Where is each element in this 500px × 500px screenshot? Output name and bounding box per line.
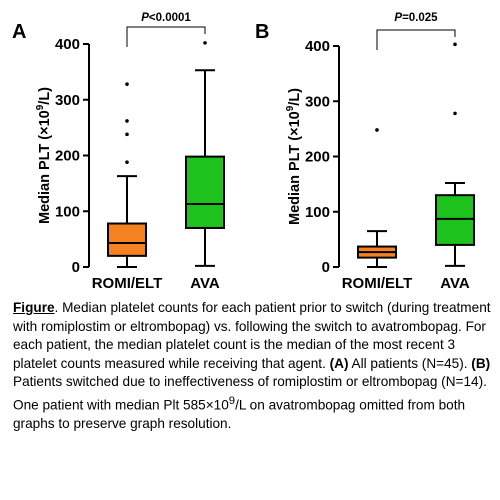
panel-a-y-tick-label: 400 (55, 36, 80, 53)
caption-b-label: (B) (471, 355, 491, 371)
panel-a-y-tick-label: 0 (72, 259, 80, 276)
panel-a: A 0 100 200 300 400 Median PLT (×109/L) ROMI/EL… (12, 12, 225, 292)
panel-b-y-tick-label: 100 (305, 204, 330, 221)
caption-superscript: 9 (228, 394, 236, 407)
panel-b-significance-bracket (376, 29, 456, 50)
caption-text-3: Patients switched due to ineffectiveness… (13, 374, 487, 413)
panel-a-y-axis-label: Median PLT (×109/L) (35, 87, 53, 224)
panel-b-ava-outlier (453, 111, 457, 116)
panel-b-p-value: P=0.025 (394, 12, 438, 24)
panel-a-ava-box (185, 155, 225, 229)
panel-a-ava-category-label: AVA (190, 275, 220, 292)
panel-b: B 0 100 200 300 400 Median PLT (×109/L) ROMI/EL… (255, 12, 475, 292)
panel-a-y-tick-label: 300 (55, 92, 80, 109)
caption-a-label: (A) (329, 355, 349, 371)
panel-b-y-tick-label: 0 (322, 259, 330, 276)
panel-b-ava-box (435, 194, 475, 246)
panel-a-romielt-category-label: ROMI/ELT (92, 275, 163, 292)
panel-b-y-tick-label: 400 (305, 38, 330, 55)
panel-a-p-value: P<0.0001 (141, 12, 191, 24)
panel-b-y-tick-label: 200 (305, 149, 330, 166)
panel-a-y-tick-label: 100 (55, 203, 80, 220)
panel-a-ava-outlier (203, 41, 207, 45)
panel-a-significance-bracket (126, 26, 206, 47)
figure: A 0 100 200 300 400 Median PLT (×109/L) ROMI/EL… (12, 12, 475, 292)
figure-caption: Figure. Median platelet counts for each … (13, 299, 493, 434)
panel-b-y-tick-label: 300 (305, 93, 330, 110)
caption-text-4: /L on avatrombopag omitted from both gra… (13, 397, 466, 432)
caption-text-1: . Median platelet counts for each patien… (13, 300, 491, 371)
panel-b-romielt-category-label: ROMI/ELT (342, 275, 413, 292)
panel-a-romielt-outlier (125, 82, 129, 86)
panel-a-y-tick-label: 200 (55, 148, 80, 165)
caption-label: Figure (13, 300, 55, 315)
panel-b-ava-outlier (453, 42, 457, 47)
panel-b-ava-category-label: AVA (440, 275, 470, 292)
panel-b-romielt-outlier (375, 128, 379, 132)
panel-a-romielt-outlier (125, 132, 129, 137)
panel-b-label: B (255, 21, 269, 43)
panel-b-y-axis-label: Median PLT (×109/L) (285, 88, 303, 225)
panel-a-romielt-outlier (125, 160, 129, 164)
caption-text-2: All patients (N=45). (348, 355, 472, 371)
panel-a-label: A (12, 21, 26, 43)
panel-a-romielt-outlier (125, 119, 129, 123)
panel-a-romielt-box (107, 222, 147, 257)
